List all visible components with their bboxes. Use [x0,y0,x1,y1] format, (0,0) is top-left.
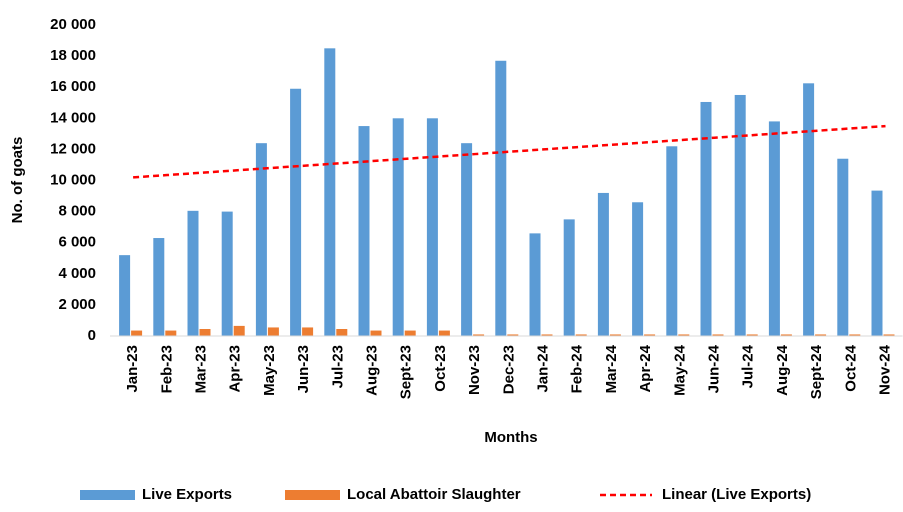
x-tick-label: Jun-23 [295,345,312,393]
bar [131,330,143,336]
bar [541,334,553,336]
x-tick-label: Aug-23 [363,345,380,396]
bar [153,238,165,336]
bar [871,190,883,336]
bar [438,330,450,336]
bar [609,334,621,336]
x-tick-label: Apr-23 [227,345,244,393]
bar [336,329,348,336]
y-axis-title: No. of goats [9,137,26,224]
x-tick-label: Jul-24 [740,344,757,388]
bar [644,334,656,336]
x-tick-label: Nov-23 [466,345,483,395]
x-tick-label: Jun-24 [705,344,722,393]
bar [575,334,587,336]
bar [324,48,336,336]
x-tick-label: Mar-23 [192,345,209,393]
bar [267,327,279,336]
x-tick-label: May-24 [671,344,688,396]
bar [780,334,792,336]
x-tick-label: Sept-23 [398,345,415,399]
y-tick-label: 16 000 [50,78,96,95]
bar [666,146,678,336]
bar [199,329,211,336]
legend-label: Live Exports [142,486,232,503]
y-tick-label: 2 000 [58,296,96,313]
bar [563,219,575,336]
y-tick-label: 18 000 [50,47,96,64]
x-tick-label: Nov-24 [876,344,893,395]
bar [290,88,302,336]
bar [768,121,780,336]
y-tick-label: 10 000 [50,171,96,188]
x-tick-label: Oct-24 [842,344,859,391]
bar [849,334,861,336]
x-tick-label: Oct-23 [432,345,449,392]
bar [233,325,245,336]
x-axis-title: Months [484,429,537,446]
bar [255,143,267,336]
x-tick-label: Dec-23 [500,345,517,394]
bar [712,334,724,336]
x-tick-label: Jan-24 [534,344,551,392]
y-tick-label: 0 [88,327,96,344]
bar [119,255,131,336]
y-tick-label: 20 000 [50,16,96,33]
bar [507,334,519,336]
bar [221,211,233,336]
bar [392,118,404,336]
bar [597,192,609,336]
bar [302,327,314,336]
bar [883,334,895,336]
bar [529,233,541,336]
y-tick-label: 4 000 [58,265,96,282]
x-tick-label: Feb-23 [158,345,175,393]
bar [632,202,644,336]
bar [815,334,827,336]
x-tick-label: Apr-24 [637,344,654,392]
y-tick-label: 8 000 [58,203,96,220]
x-tick-label: Mar-24 [603,344,620,393]
legend-label: Local Abattoir Slaughter [347,486,521,503]
x-tick-label: May-23 [261,345,278,396]
x-tick-label: Jul-23 [329,345,346,388]
x-tick-label: Feb-24 [569,344,586,393]
bar [700,101,712,336]
bar [803,83,815,336]
bar [358,126,370,336]
bar [734,94,746,336]
bar [473,334,485,336]
x-tick-label: Jan-23 [124,345,141,393]
bar [426,118,438,336]
legend-label: Linear (Live Exports) [662,486,811,503]
y-tick-label: 6 000 [58,234,96,251]
bar [837,158,849,336]
bar [370,330,382,336]
bar [404,330,416,336]
bar [187,210,199,336]
y-tick-label: 12 000 [50,140,96,157]
legend-swatch [80,490,135,500]
y-tick-label: 14 000 [50,109,96,126]
trend-line [133,124,886,179]
bar [746,334,758,336]
x-tick-label: Aug-24 [774,344,791,395]
bar [678,334,690,336]
bar [495,60,507,336]
legend-swatch [285,490,340,500]
x-tick-label: Sept-24 [808,344,825,399]
bar [461,143,473,336]
bar [165,330,177,336]
